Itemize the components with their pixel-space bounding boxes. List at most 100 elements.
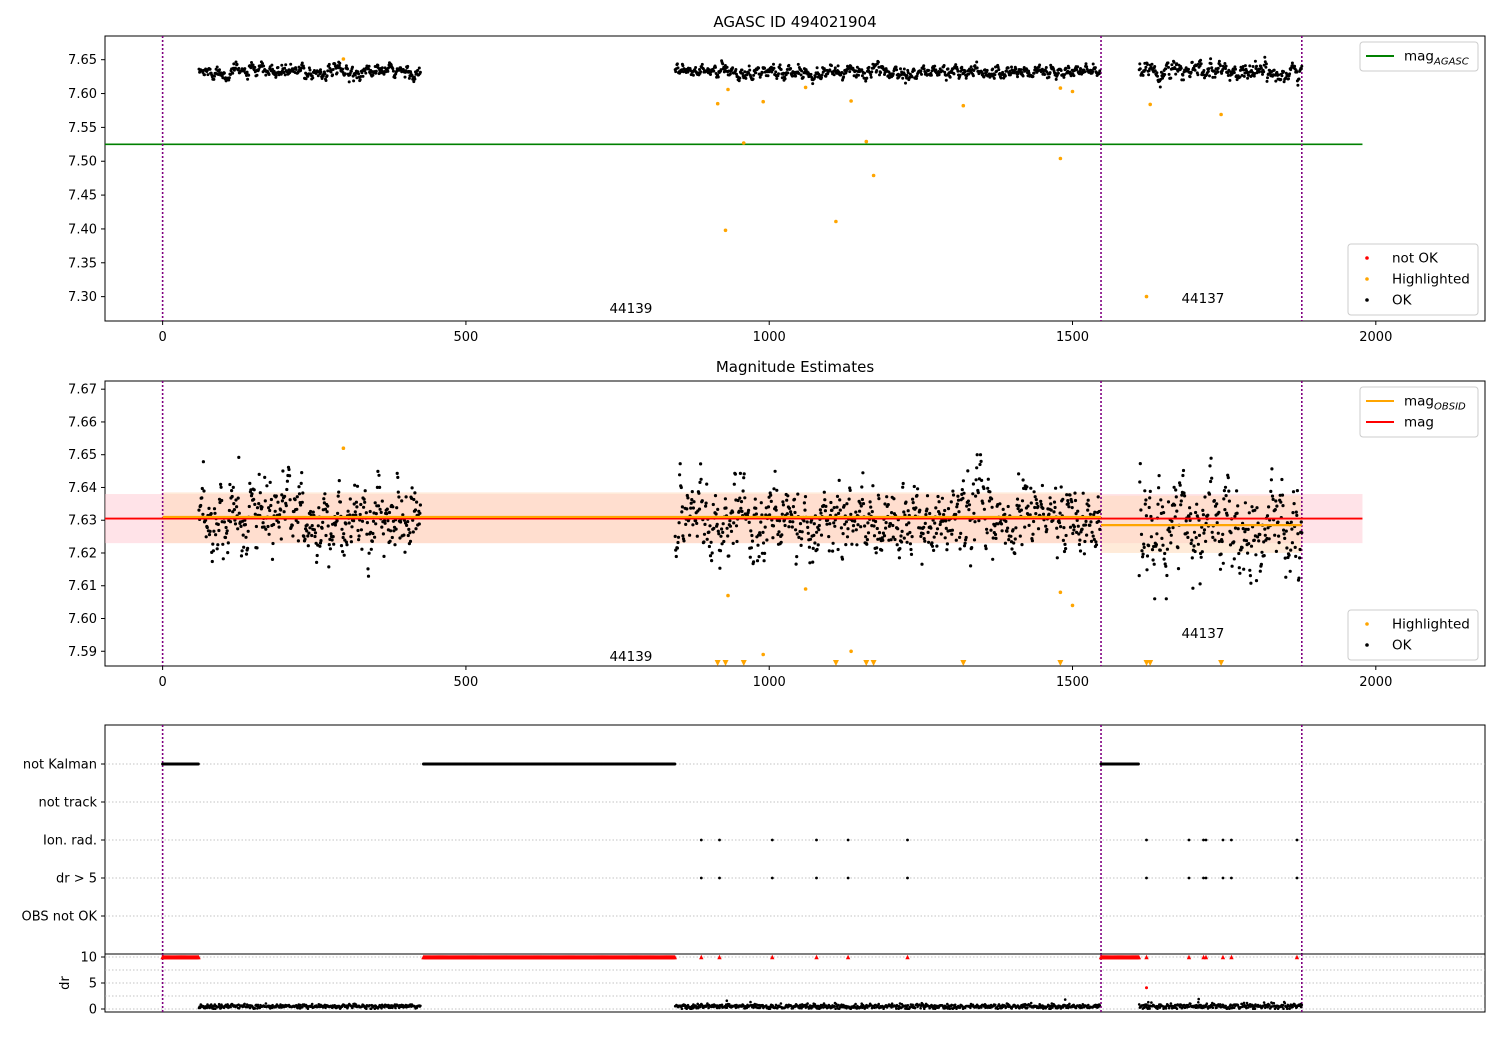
ok-point (263, 475, 267, 479)
ok-point (830, 64, 833, 68)
ok-point (979, 459, 983, 463)
ok-point (796, 492, 800, 496)
ok-point (351, 65, 354, 69)
ok-point (1090, 530, 1094, 534)
ok-point (925, 507, 929, 511)
ok-point (239, 554, 244, 558)
highlighted-point (1058, 156, 1063, 161)
ok-point (874, 551, 878, 555)
ok-point (1162, 510, 1166, 515)
ok-point (368, 509, 372, 514)
ok-point (1292, 502, 1296, 506)
ok-point (1188, 75, 1192, 79)
ok-point (416, 68, 420, 72)
ok-point (1283, 536, 1287, 541)
ok-point (1068, 493, 1072, 497)
ok-point (227, 76, 231, 80)
ok-point (685, 507, 689, 511)
ok-point (1192, 530, 1197, 534)
ok-point (253, 65, 257, 69)
x-tick-label: 0 (158, 675, 166, 690)
ok-point (1262, 70, 1266, 74)
ok-point (1006, 66, 1010, 70)
ok-point (338, 500, 342, 504)
x-tick-label: 2000 (1359, 330, 1392, 345)
ok-point (702, 532, 707, 536)
ok-point (963, 70, 967, 74)
ok-point (1052, 510, 1056, 514)
ok-point (699, 462, 703, 466)
ok-point (313, 531, 318, 535)
x-tick-label: 500 (454, 330, 479, 345)
ok-point (1059, 485, 1063, 489)
ok-point (1262, 63, 1266, 67)
dr-point (1145, 1003, 1148, 1006)
ok-point (288, 474, 292, 478)
flag-point (718, 876, 721, 880)
ok-point (264, 73, 268, 77)
dr-point (253, 1007, 257, 1010)
y-tick-label: 7.60 (68, 612, 97, 627)
ok-point (1044, 66, 1048, 69)
ok-point (391, 69, 395, 73)
ok-point (318, 541, 323, 545)
ok-point (1295, 489, 1299, 493)
ok-point (274, 73, 278, 77)
ok-point (832, 521, 836, 525)
ok-point (268, 480, 272, 484)
ok-point (414, 527, 418, 531)
ok-point (685, 493, 689, 498)
ok-point (385, 511, 389, 516)
ok-point (754, 506, 758, 510)
dr-point (1272, 1001, 1276, 1005)
ok-point (935, 527, 940, 531)
ok-point (972, 69, 976, 72)
ok-point (213, 74, 216, 78)
ok-point (975, 453, 979, 457)
ok-point (1062, 549, 1067, 554)
ok-point (710, 559, 714, 563)
ok-point (882, 534, 887, 538)
ok-point (981, 501, 985, 505)
ok-point (709, 73, 712, 76)
ok-point (240, 549, 244, 553)
ok-point (1201, 513, 1205, 517)
ok-point (1185, 531, 1189, 535)
ok-point (859, 525, 863, 529)
ok-point (230, 489, 234, 493)
dr-point (928, 1006, 931, 1010)
ok-point (830, 508, 834, 512)
ok-point (1282, 528, 1286, 532)
ok-point (274, 494, 278, 498)
ok-point (813, 541, 817, 545)
ok-point (219, 482, 223, 486)
ok-point (866, 531, 871, 535)
ok-point (1216, 531, 1220, 535)
ok-point (1089, 520, 1093, 524)
ok-point (1250, 505, 1254, 509)
ok-point (353, 483, 357, 487)
ok-point (736, 498, 740, 503)
ok-point (1056, 71, 1060, 75)
ok-point (1054, 77, 1058, 81)
ok-point (1088, 512, 1092, 516)
dr-point (1197, 1001, 1200, 1004)
ok-point (1219, 64, 1222, 68)
ok-point (714, 65, 717, 69)
ok-point (906, 509, 910, 513)
ok-point (1298, 547, 1302, 552)
ok-point (227, 78, 231, 82)
flag-point (1145, 876, 1148, 880)
ok-point (308, 68, 312, 72)
ok-point (378, 485, 382, 489)
ok-point (1003, 512, 1007, 516)
ok-point (1033, 505, 1037, 510)
legend-label-subscript: OBSID (1434, 402, 1466, 413)
dr-point (229, 1005, 232, 1009)
dr-point (1156, 1007, 1159, 1010)
ok-point (397, 495, 401, 499)
ok-point (795, 555, 799, 559)
ok-point (1143, 502, 1147, 506)
highlighted-point (849, 99, 853, 103)
